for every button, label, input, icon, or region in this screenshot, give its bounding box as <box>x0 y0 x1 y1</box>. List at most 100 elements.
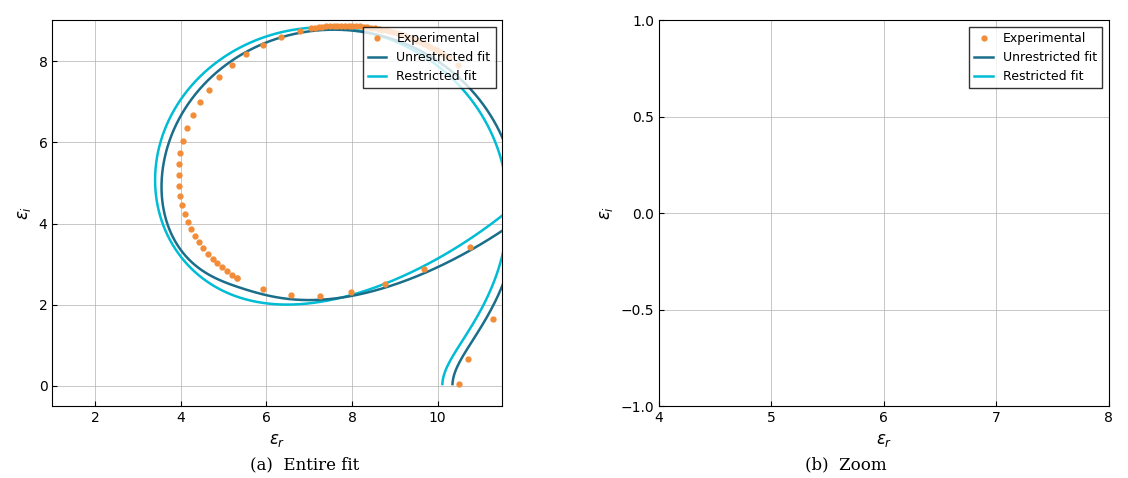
Experimental <box>388 30 406 37</box>
Experimental <box>218 268 236 275</box>
Experimental <box>254 41 272 49</box>
Legend: Experimental, Unrestricted fit, Restricted fit: Experimental, Unrestricted fit, Restrict… <box>969 27 1102 88</box>
Legend: Experimental, Unrestricted fit, Restricted fit: Experimental, Unrestricted fit, Restrict… <box>362 27 495 88</box>
Experimental <box>336 22 354 29</box>
Experimental <box>415 266 433 273</box>
Unrestricted fit <box>327 27 341 33</box>
Experimental <box>437 52 455 60</box>
Experimental <box>343 22 361 30</box>
Unrestricted fit <box>112 157 125 163</box>
Experimental <box>449 61 467 68</box>
Experimental <box>306 24 324 32</box>
Experimental <box>176 210 194 217</box>
Text: (b)  Zoom: (b) Zoom <box>805 456 887 473</box>
Unrestricted fit <box>391 281 405 286</box>
Experimental <box>431 48 449 56</box>
Experimental <box>186 232 204 240</box>
Line: Restricted fit: Restricted fit <box>155 27 545 384</box>
Experimental <box>210 73 228 81</box>
Experimental <box>317 22 335 30</box>
Experimental <box>282 291 300 299</box>
Experimental <box>354 23 372 31</box>
Unrestricted fit <box>103 154 116 160</box>
Experimental <box>191 239 209 246</box>
Experimental <box>415 40 433 48</box>
Experimental <box>408 37 426 44</box>
Experimental <box>213 264 231 272</box>
Experimental <box>373 26 391 33</box>
Restricted fit <box>108 155 122 161</box>
Restricted fit <box>217 288 230 294</box>
Restricted fit <box>538 176 552 182</box>
Unrestricted fit <box>538 197 552 203</box>
Experimental <box>170 182 188 190</box>
Experimental <box>183 225 201 233</box>
Restricted fit <box>449 349 462 355</box>
Experimental <box>184 111 202 119</box>
Experimental <box>377 280 395 288</box>
Experimental <box>328 22 346 30</box>
Experimental <box>332 22 350 29</box>
Experimental <box>380 27 398 35</box>
Y-axis label: $\varepsilon_i$: $\varepsilon_i$ <box>15 206 33 220</box>
Experimental <box>191 98 209 106</box>
Experimental <box>223 62 241 69</box>
Experimental <box>424 45 442 53</box>
Experimental <box>254 285 272 293</box>
Experimental <box>237 51 255 58</box>
Unrestricted fit <box>261 293 274 298</box>
Experimental <box>384 28 402 36</box>
Unrestricted fit <box>113 158 126 163</box>
Experimental <box>174 137 192 144</box>
Line: Unrestricted fit: Unrestricted fit <box>0 0 1128 204</box>
Restricted fit <box>317 24 331 30</box>
Experimental <box>377 27 395 34</box>
Experimental <box>179 218 197 226</box>
Experimental <box>194 245 212 252</box>
Experimental <box>228 274 246 282</box>
Experimental <box>513 209 531 217</box>
Experimental <box>272 33 290 41</box>
Unrestricted fit <box>446 381 459 387</box>
Experimental <box>178 124 196 132</box>
Experimental <box>402 34 420 42</box>
Experimental <box>310 292 328 300</box>
Experimental <box>310 23 328 31</box>
Experimental <box>460 243 478 251</box>
Experimental <box>370 25 388 33</box>
Experimental <box>199 250 217 258</box>
Restricted fit <box>281 302 294 307</box>
Experimental <box>428 47 446 54</box>
Experimental <box>171 149 190 156</box>
Experimental <box>351 22 369 30</box>
Experimental <box>391 31 409 38</box>
Experimental <box>484 315 502 323</box>
Experimental <box>314 23 332 31</box>
Experimental <box>291 27 309 35</box>
Experimental <box>362 24 380 32</box>
Experimental <box>170 161 188 168</box>
Experimental <box>433 50 451 58</box>
Experimental <box>228 274 246 282</box>
Experimental <box>174 201 192 209</box>
Experimental <box>405 35 423 43</box>
Experimental <box>398 33 416 41</box>
X-axis label: $\varepsilon_r$: $\varepsilon_r$ <box>875 431 892 449</box>
Experimental <box>365 24 384 32</box>
Experimental <box>422 43 440 51</box>
Restricted fit <box>118 158 132 164</box>
Experimental <box>325 22 343 30</box>
Restricted fit <box>117 158 131 163</box>
Experimental <box>320 22 338 30</box>
Experimental <box>418 42 437 49</box>
Line: Restricted fit: Restricted fit <box>0 0 1128 204</box>
Y-axis label: $\varepsilon_i$: $\varepsilon_i$ <box>597 206 615 220</box>
Experimental <box>200 86 218 93</box>
Restricted fit <box>183 264 196 270</box>
Experimental <box>359 23 377 31</box>
Unrestricted fit <box>15 120 28 126</box>
Restricted fit <box>21 120 35 126</box>
Experimental <box>169 172 187 179</box>
Experimental <box>340 22 358 30</box>
Experimental <box>450 380 468 388</box>
